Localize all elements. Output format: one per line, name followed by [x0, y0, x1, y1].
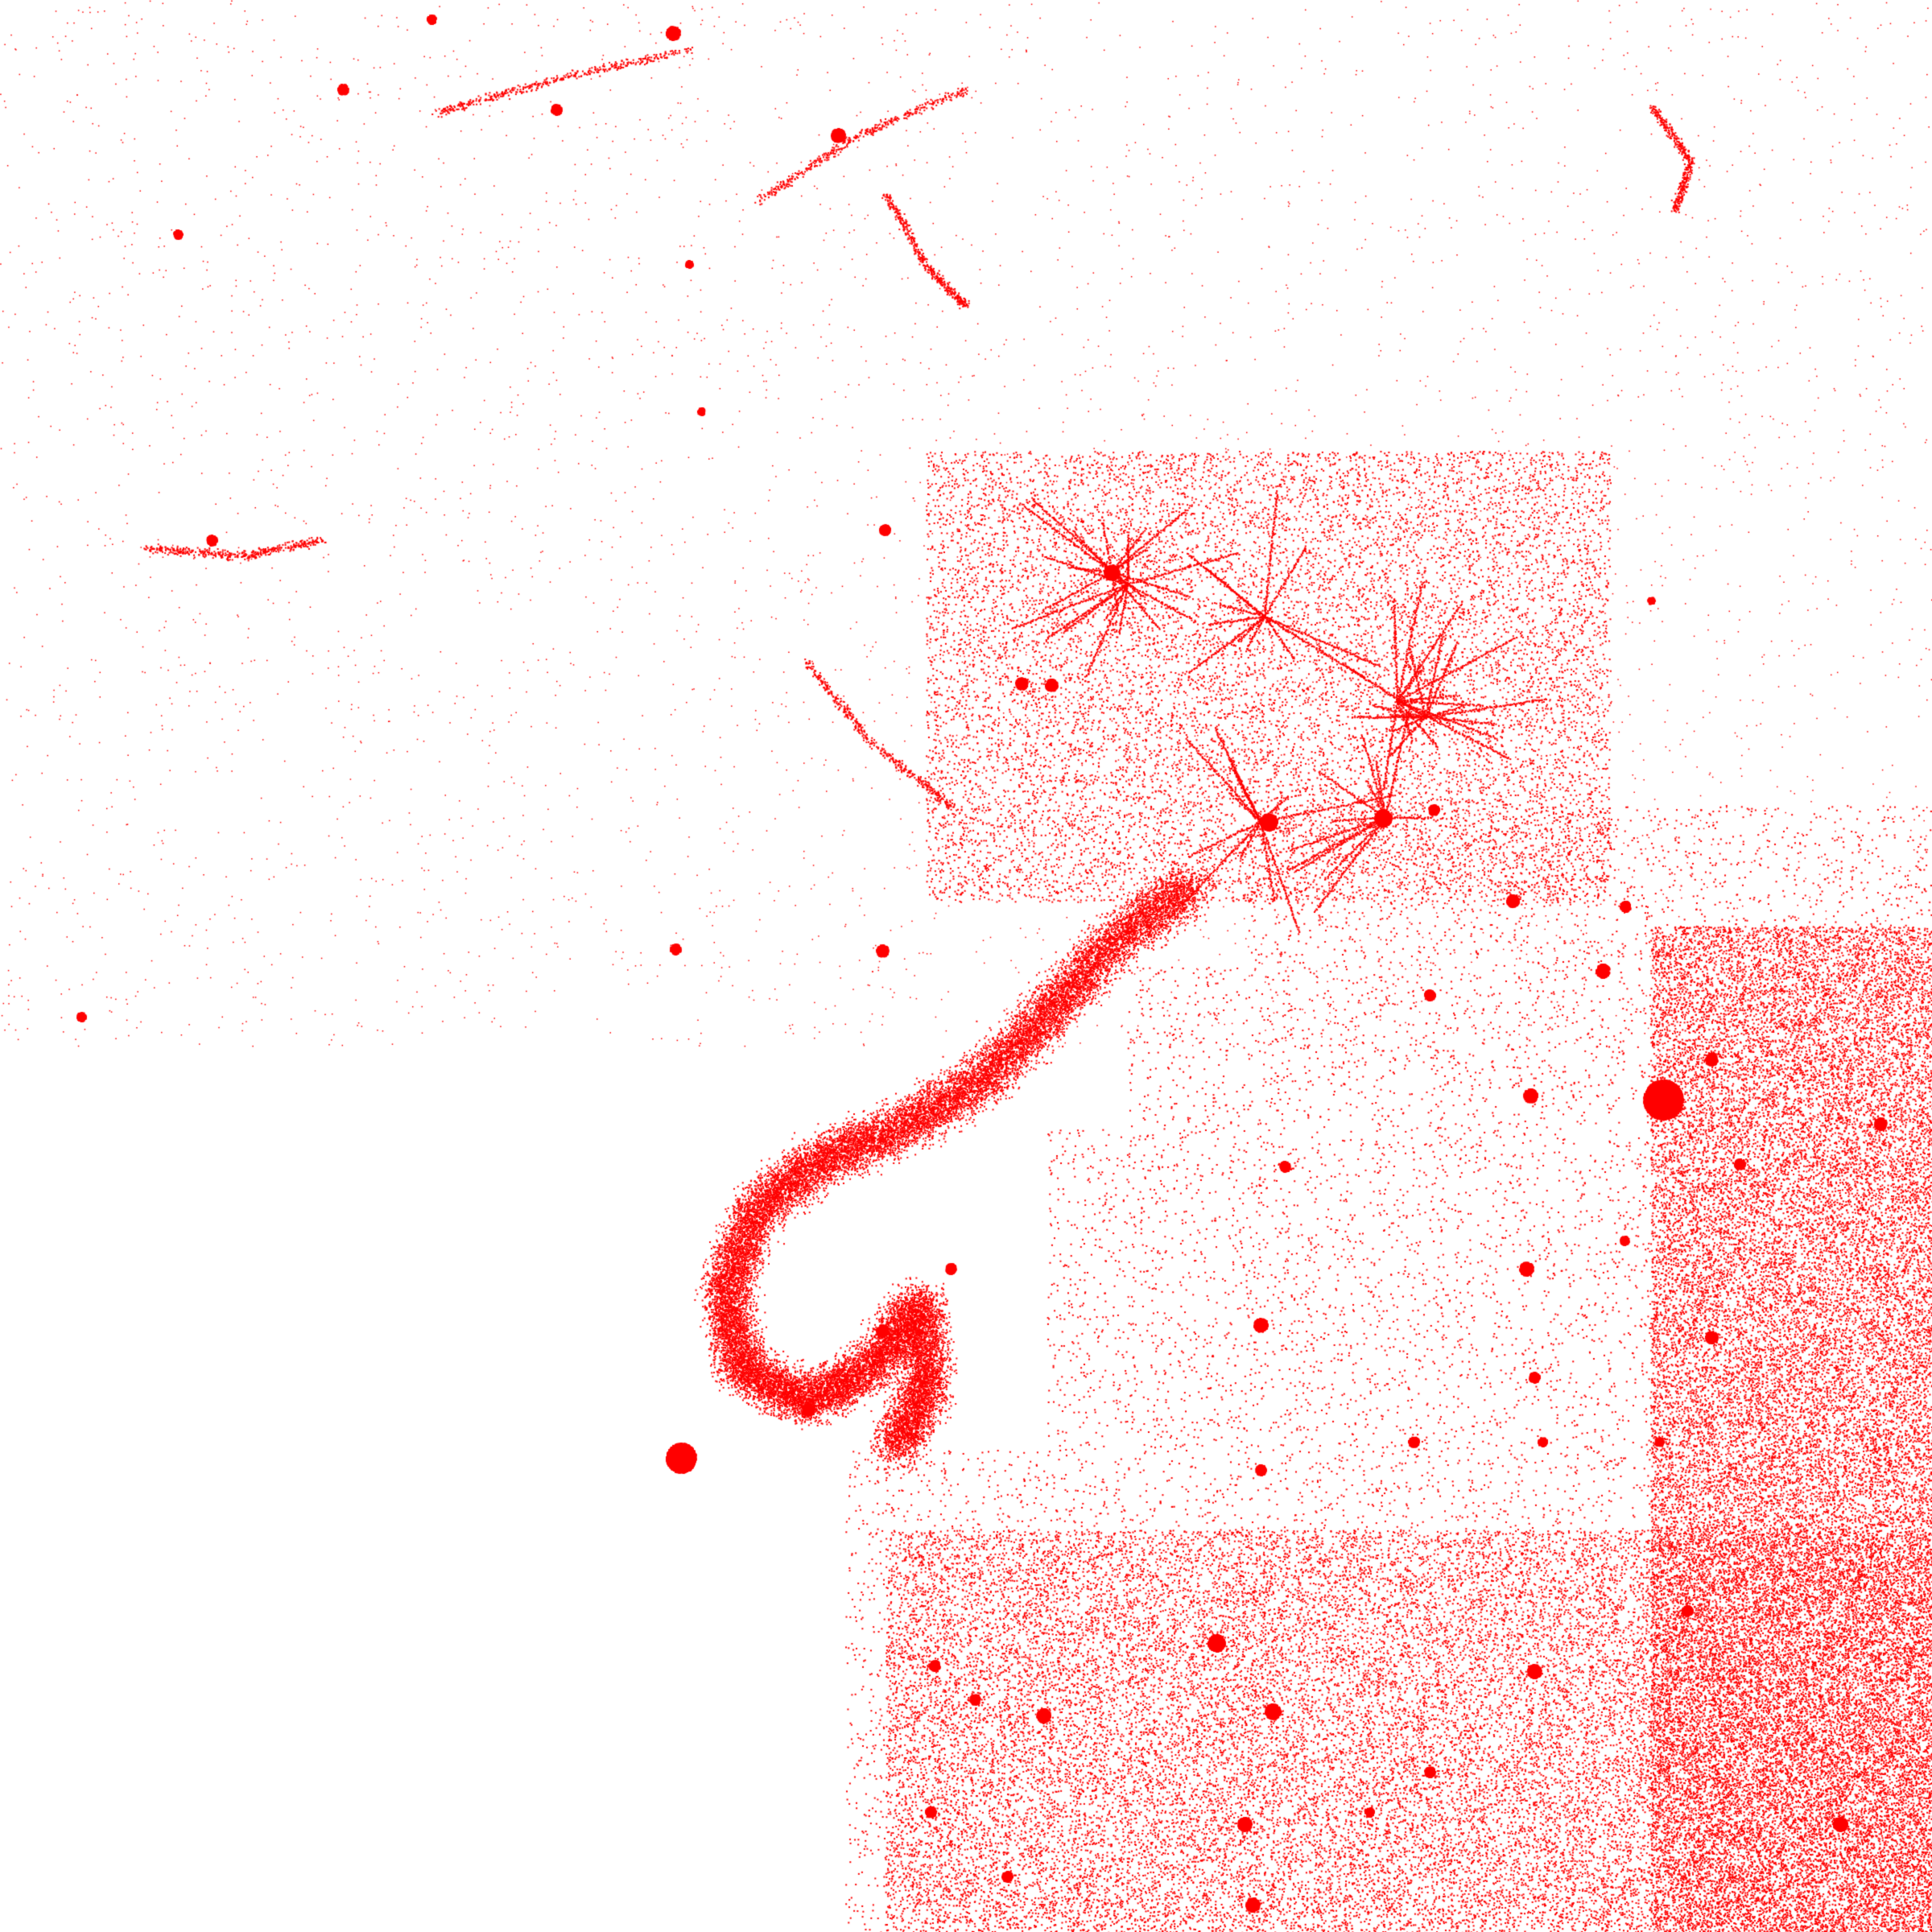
settlement-dot-layer: [0, 0, 1932, 1932]
map-view[interactable]: [0, 0, 1932, 1932]
